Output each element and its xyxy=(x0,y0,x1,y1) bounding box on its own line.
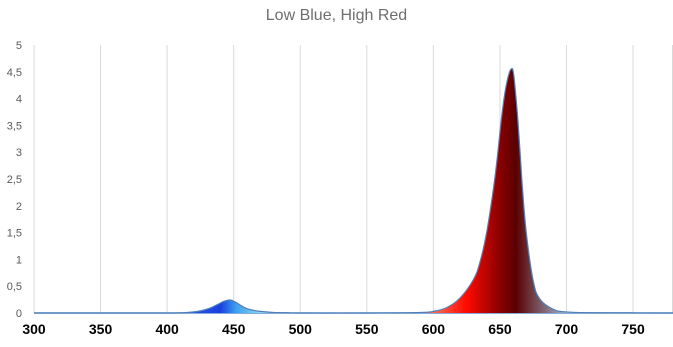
spectrum-line xyxy=(34,69,673,313)
spectrum-area xyxy=(34,69,673,313)
y-tick-label: 5 xyxy=(16,40,22,52)
y-axis: 0 0,5 1 1,5 2 2,5 3 3,5 4 4,5 5 xyxy=(7,40,22,320)
y-tick-label: 2,5 xyxy=(7,174,22,186)
x-tick-label: 650 xyxy=(488,321,512,337)
x-tick-label: 750 xyxy=(621,321,645,337)
y-tick-label: 1 xyxy=(16,254,22,266)
y-tick-label: 3,5 xyxy=(7,120,22,132)
x-tick-label: 300 xyxy=(22,321,46,337)
x-tick-label: 450 xyxy=(222,321,246,337)
grid-lines xyxy=(34,45,673,313)
x-tick-label: 350 xyxy=(89,321,113,337)
y-tick-label: 2 xyxy=(16,201,22,213)
y-tick-label: 3 xyxy=(16,147,22,159)
y-tick-label: 4,5 xyxy=(7,67,22,79)
x-tick-label: 550 xyxy=(355,321,379,337)
x-tick-label: 500 xyxy=(289,321,313,337)
x-axis: 300 350 400 450 500 550 600 650 700 750 xyxy=(22,313,673,337)
y-tick-label: 1,5 xyxy=(7,228,22,240)
x-tick-label: 700 xyxy=(555,321,579,337)
spectrum-series xyxy=(34,69,673,313)
x-tick-label: 600 xyxy=(422,321,446,337)
y-tick-label: 0,5 xyxy=(7,281,22,293)
y-tick-label: 0 xyxy=(16,308,22,320)
x-tick-label: 400 xyxy=(155,321,179,337)
y-tick-label: 4 xyxy=(16,94,22,106)
